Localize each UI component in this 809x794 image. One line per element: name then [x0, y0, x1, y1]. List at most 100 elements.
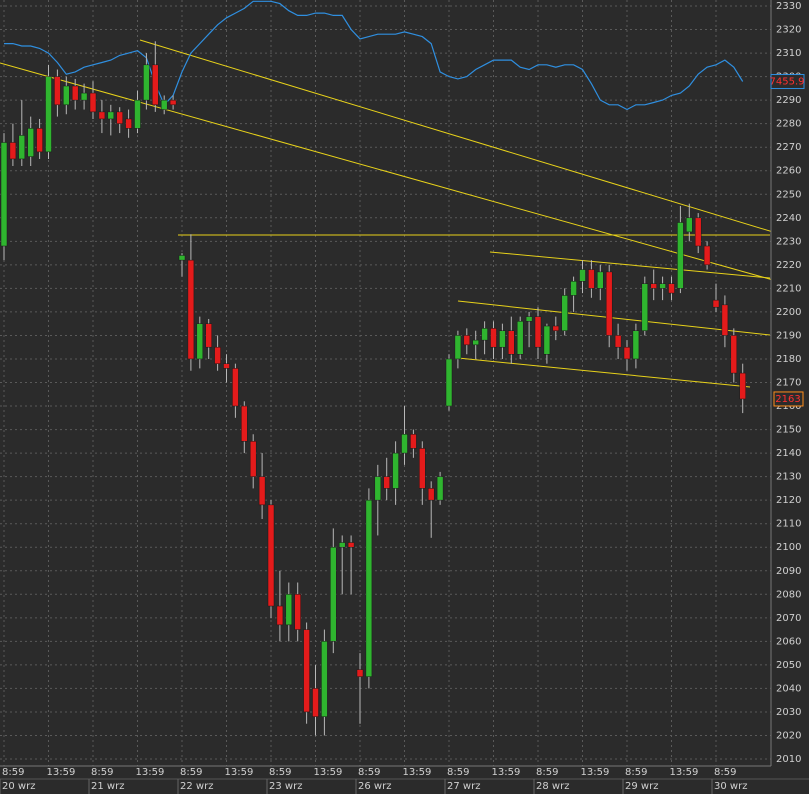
x-tick-label: 8:59	[2, 767, 24, 778]
candle-body	[232, 368, 239, 407]
y-tick-label: 2160	[776, 401, 801, 412]
candle-body	[196, 323, 204, 360]
candle-body	[134, 99, 141, 129]
grid	[0, 0, 771, 766]
y-tick-label: 2310	[776, 48, 801, 59]
candle-body	[401, 434, 408, 454]
candle-body	[694, 217, 702, 247]
candle-body	[659, 283, 666, 289]
candle-body	[267, 504, 275, 607]
candle-body	[63, 85, 70, 106]
y-tick-label: 2130	[776, 472, 801, 483]
candle-body	[330, 546, 337, 642]
y-tick-label: 2070	[776, 613, 801, 624]
date-label: 30 wrz	[714, 781, 747, 792]
y-tick-label: 2240	[776, 213, 801, 224]
candle-body	[80, 92, 88, 101]
x-tick-label: 8:59	[269, 767, 291, 778]
y-tick-label: 2170	[776, 378, 801, 389]
plot	[0, 0, 746, 736]
y-tick-label: 2090	[776, 566, 801, 577]
candle-body	[383, 476, 390, 489]
y-tick-label: 2080	[776, 589, 801, 600]
candle-body	[579, 269, 586, 282]
candle-body	[45, 76, 52, 153]
y-tick-label: 2030	[776, 707, 801, 718]
candle-body	[525, 316, 533, 322]
candle-body	[605, 271, 613, 336]
candle-body	[739, 372, 746, 400]
price-value-box	[773, 391, 804, 407]
y-tick-label: 2260	[776, 166, 801, 177]
y-tick-label: 2250	[776, 189, 801, 200]
y-tick-label: 2040	[776, 683, 801, 694]
candle-body	[205, 323, 212, 348]
candle-body	[285, 594, 293, 626]
date-label: 23 wrz	[269, 781, 302, 792]
trend-line	[457, 300, 771, 336]
candle-body	[454, 335, 462, 360]
index-value-box	[770, 74, 805, 90]
date-label: 22 wrz	[180, 781, 213, 792]
candle-body	[187, 259, 195, 360]
trend-line	[139, 39, 771, 232]
candle-body	[445, 358, 453, 407]
x-tick-label: 8:59	[536, 767, 558, 778]
y-tick-label: 2060	[776, 636, 801, 647]
candle-body	[472, 339, 479, 346]
date-label: 27 wrz	[447, 781, 480, 792]
candle-body	[516, 321, 524, 355]
candle-body	[436, 476, 444, 501]
candle-body	[249, 441, 257, 477]
x-tick-label: 13:59	[581, 767, 610, 778]
candle-body	[347, 542, 355, 548]
candle-body	[9, 142, 17, 160]
index-line	[4, 0, 744, 111]
candle-body	[214, 346, 221, 364]
x-tick-label: 8:59	[447, 767, 469, 778]
candle-body	[71, 85, 79, 101]
candle-body	[410, 434, 417, 449]
candle-body	[561, 295, 568, 331]
y-tick-label: 2110	[776, 519, 801, 530]
y-tick-label: 2270	[776, 142, 801, 153]
candle-body	[0, 142, 8, 247]
candle-body	[169, 99, 177, 106]
candle-body	[36, 128, 43, 153]
candle-body	[623, 346, 631, 360]
candle-body	[419, 448, 426, 489]
y-tick-label: 2290	[776, 95, 801, 106]
candle-body	[499, 330, 506, 348]
y-tick-label: 2150	[776, 425, 801, 436]
y-tick-label: 2020	[776, 730, 801, 741]
date-label: 29 wrz	[625, 781, 658, 792]
candle-body	[552, 325, 560, 331]
y-tick-label: 2050	[776, 660, 801, 671]
y-tick-label: 2210	[776, 283, 801, 294]
candle-body	[312, 688, 319, 717]
x-tick-label: 13:59	[670, 767, 699, 778]
x-tick-label: 13:59	[47, 767, 76, 778]
y-tick-label: 2140	[776, 448, 801, 459]
x-tick-label: 13:59	[314, 767, 343, 778]
candle-body	[614, 335, 622, 348]
candle-body	[392, 452, 399, 489]
candle-body	[160, 99, 168, 110]
candle-body	[543, 325, 551, 355]
candle-body	[668, 283, 675, 294]
y-tick-label: 2200	[776, 307, 801, 318]
date-label: 28 wrz	[536, 781, 569, 792]
candle-body	[721, 304, 729, 336]
x-tick-label: 8:59	[714, 767, 736, 778]
y-tick-label: 2180	[776, 354, 801, 365]
candle-body	[686, 217, 693, 233]
x-tick-label: 13:59	[403, 767, 432, 778]
price-value-label: 2163	[775, 394, 800, 405]
date-label: 26 wrz	[358, 781, 391, 792]
y-tick-label: 2230	[776, 236, 801, 247]
candle-body	[650, 283, 657, 289]
candle-body	[116, 111, 123, 124]
date-label: 21 wrz	[91, 781, 124, 792]
x-tick-label: 13:59	[136, 767, 165, 778]
